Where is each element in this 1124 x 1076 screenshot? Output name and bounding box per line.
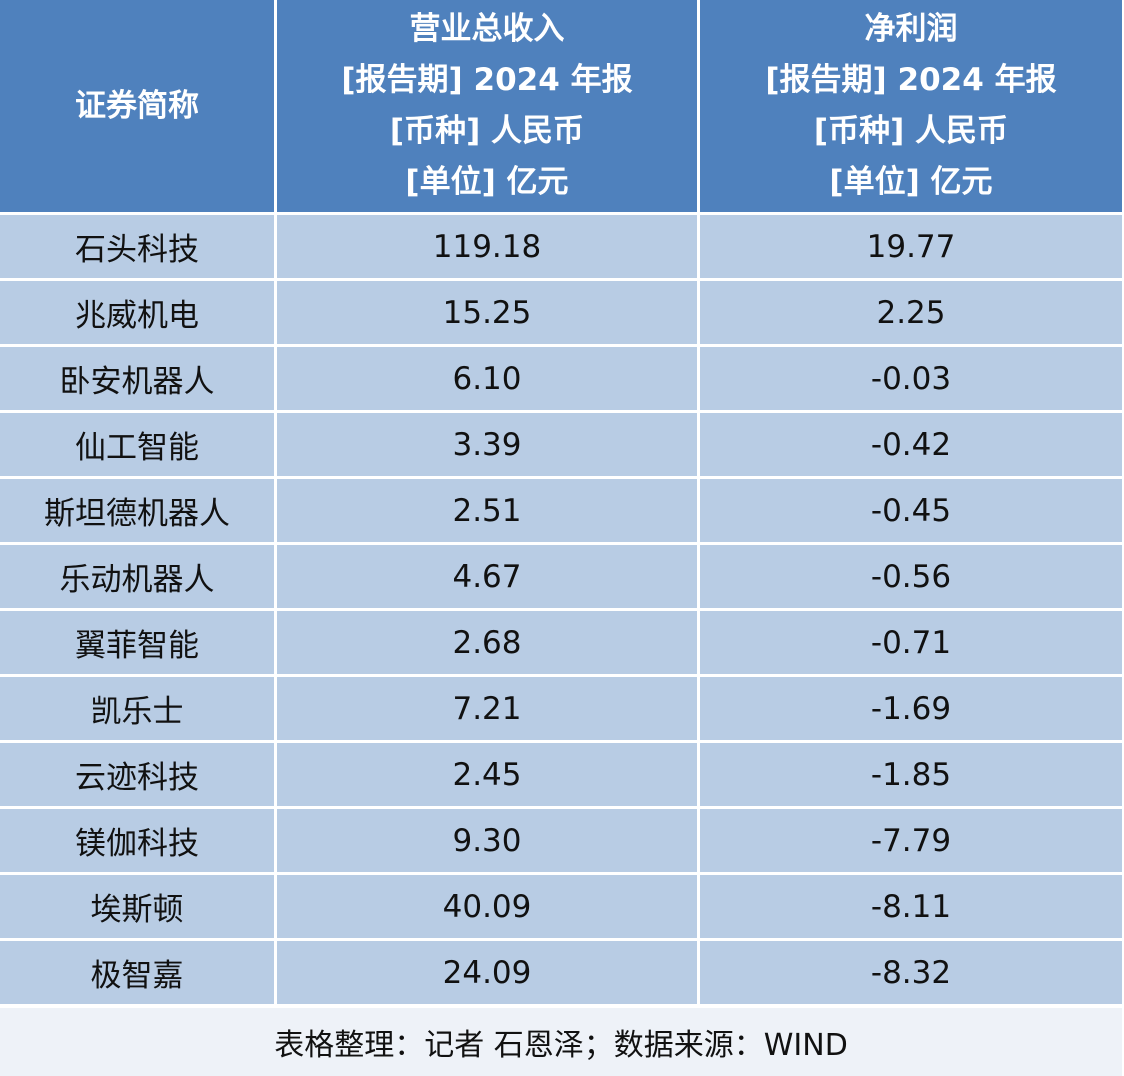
value-cell: 9.30 xyxy=(277,809,697,872)
value-cell: 6.10 xyxy=(277,347,697,410)
data-table: 证券简称 营业总收入 [报告期] 2024 年报 [币种] 人民币 [单位] 亿元 净利润… xyxy=(0,0,1122,1004)
header-line: [报告期] 2024 年报 xyxy=(765,62,1057,98)
value-cell: -0.03 xyxy=(700,347,1122,410)
value-cell: 19.77 xyxy=(700,215,1122,278)
value-cell: 2.68 xyxy=(277,611,697,674)
value-cell: -8.32 xyxy=(700,941,1122,1004)
value-cell: 2.45 xyxy=(277,743,697,806)
company-name: 凯乐士 xyxy=(0,677,274,740)
company-name: 极智嘉 xyxy=(0,941,274,1004)
value-cell: 2.25 xyxy=(700,281,1122,344)
company-name: 乐动机器人 xyxy=(0,545,274,608)
value-cell: -0.71 xyxy=(700,611,1122,674)
company-name: 卧安机器人 xyxy=(0,347,274,410)
header-line: [报告期] 2024 年报 xyxy=(341,62,633,98)
value-cell: -1.69 xyxy=(700,677,1122,740)
company-name: 石头科技 xyxy=(0,215,274,278)
header-cell: 净利润 [报告期] 2024 年报 [币种] 人民币 [单位] 亿元 xyxy=(700,0,1122,212)
value-cell: -0.56 xyxy=(700,545,1122,608)
value-cell: 4.67 xyxy=(277,545,697,608)
value-cell: -0.42 xyxy=(700,413,1122,476)
header-line: 证券简称 xyxy=(75,87,199,124)
value-cell: -7.79 xyxy=(700,809,1122,872)
header-line: [单位] 亿元 xyxy=(405,164,569,200)
value-cell: -1.85 xyxy=(700,743,1122,806)
value-cell: 7.21 xyxy=(277,677,697,740)
company-name: 兆威机电 xyxy=(0,281,274,344)
company-name: 埃斯顿 xyxy=(0,875,274,938)
company-name: 镁伽科技 xyxy=(0,809,274,872)
header-line: [币种] 人民币 xyxy=(389,113,585,149)
value-cell: 3.39 xyxy=(277,413,697,476)
header-line: [单位] 亿元 xyxy=(829,164,993,200)
value-cell: 40.09 xyxy=(277,875,697,938)
company-name: 仙工智能 xyxy=(0,413,274,476)
value-cell: 119.18 xyxy=(277,215,697,278)
table-footer: 表格整理：记者 石恩泽；数据来源：WIND xyxy=(0,1008,1122,1076)
value-cell: 2.51 xyxy=(277,479,697,542)
company-name: 斯坦德机器人 xyxy=(0,479,274,542)
header-cell: 营业总收入 [报告期] 2024 年报 [币种] 人民币 [单位] 亿元 xyxy=(277,0,697,212)
value-cell: -0.45 xyxy=(700,479,1122,542)
header-line: 营业总收入 xyxy=(409,11,565,47)
header-cell: 证券简称 xyxy=(0,0,274,212)
company-name: 云迹科技 xyxy=(0,743,274,806)
header-line: 净利润 xyxy=(864,11,958,47)
value-cell: 15.25 xyxy=(277,281,697,344)
header-line: [币种] 人民币 xyxy=(813,113,1009,149)
value-cell: 24.09 xyxy=(277,941,697,1004)
company-name: 翼菲智能 xyxy=(0,611,274,674)
value-cell: -8.11 xyxy=(700,875,1122,938)
